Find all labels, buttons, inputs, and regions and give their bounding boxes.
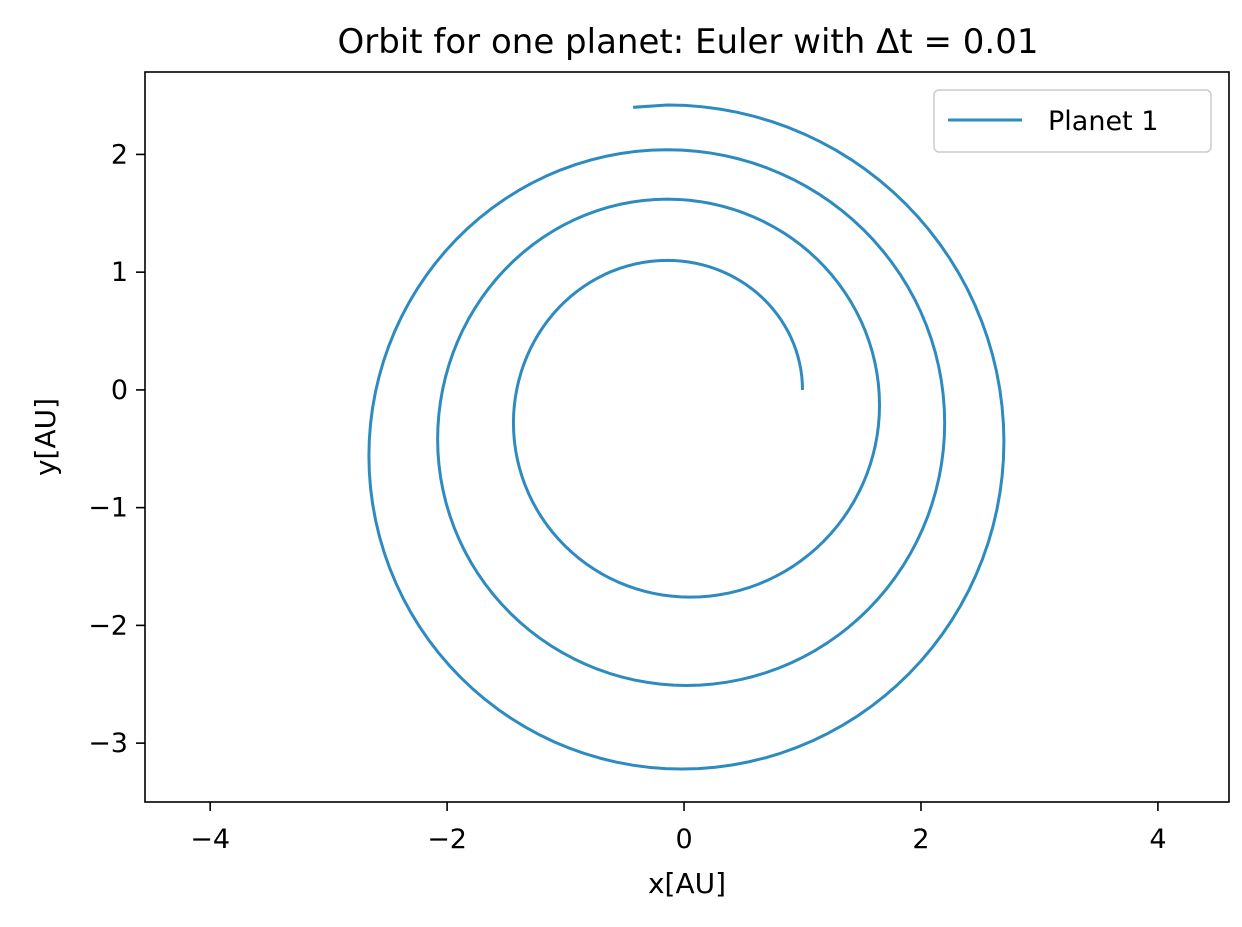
y-axis: −3 −2 −1 0 1 2 [88,139,145,759]
chart-title: Orbit for one planet: Euler with Δt = 0.… [338,22,1039,62]
plot-background [145,72,1229,802]
y-tick-label: −2 [88,610,128,641]
x-axis-label: x[AU] [648,867,726,900]
y-tick-label: 2 [111,139,128,170]
x-tick-label: 0 [675,824,692,855]
y-tick-label: 1 [111,257,128,288]
x-tick-label: −4 [190,824,230,855]
legend-box [933,89,1212,153]
y-tick-label: 0 [111,375,128,406]
x-tick-label: 2 [912,824,929,855]
plot-frame [144,71,1230,803]
legend: Planet 1 [933,89,1212,153]
plot-area [144,71,1230,803]
x-tick-label: 4 [1149,824,1166,855]
y-axis-label: y[AU] [29,398,62,476]
x-tick-label: −2 [427,824,467,855]
y-tick-label: −1 [88,493,128,524]
x-axis: −4 −2 0 2 4 [190,802,1167,855]
series-line-planet-1 [367,103,1006,771]
y-tick-label: −3 [88,728,128,759]
legend-label-planet-1: Planet 1 [1048,106,1158,137]
